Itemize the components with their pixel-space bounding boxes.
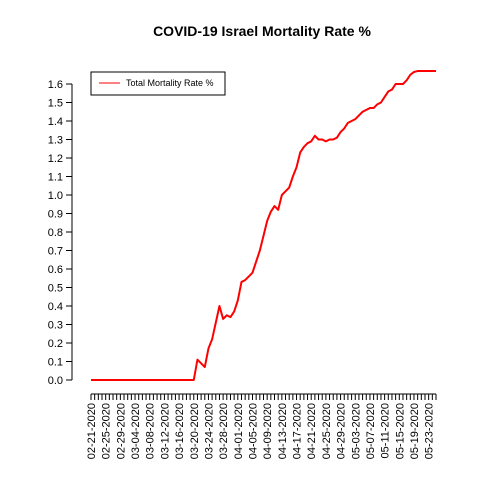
x-tick-label: 04-29-2020 [336, 403, 348, 459]
x-tick-label: 03-24-2020 [203, 403, 215, 459]
x-tick-label: 05-07-2020 [365, 403, 377, 459]
y-tick-label: 0.8 [48, 227, 63, 239]
x-tick-label: 05-11-2020 [380, 403, 392, 458]
x-tick-label: 03-28-2020 [218, 403, 230, 459]
y-tick-label: 1.0 [48, 190, 63, 202]
x-tick-label: 02-21-2020 [86, 403, 98, 459]
x-tick-label: 05-15-2020 [394, 403, 406, 459]
legend-box [90, 71, 226, 96]
y-tick-label: 0.4 [48, 301, 63, 313]
x-tick-label: 04-13-2020 [277, 403, 289, 459]
x-tick-label: 03-08-2020 [145, 403, 157, 459]
y-tick-label: 1.2 [48, 153, 63, 165]
y-tick-label: 1.5 [48, 98, 63, 110]
y-tick-label: 0.1 [48, 357, 63, 369]
y-tick-label: 0.6 [48, 264, 63, 276]
y-axis: 0.0 0.1 0.2 0.3 0.4 0.5 0.6 0.7 0.8 0.9 1.0 1.1 1.2 1… [48, 79, 73, 387]
y-tick-label: 0.2 [48, 338, 63, 350]
x-tick-label: 02-25-2020 [101, 403, 113, 459]
y-tick-label: 0.3 [48, 320, 63, 332]
x-tick-label: 04-25-2020 [321, 403, 333, 459]
x-axis: 02-21-2020 02-25-2020 02-29-2020 03-04-2020… [86, 393, 437, 459]
y-tick-label: 0.7 [48, 246, 63, 258]
x-tick-label: 03-04-2020 [130, 403, 142, 459]
x-tick-label: 02-29-2020 [115, 403, 127, 459]
chart-title: COVID-19 Israel Mortality Rate % [153, 23, 371, 39]
x-tick-label: 05-23-2020 [424, 403, 436, 459]
x-tick-label: 04-05-2020 [247, 403, 259, 459]
y-tick-label: 1.3 [48, 135, 63, 147]
x-tick-label: 04-01-2020 [233, 403, 245, 459]
x-tick-label: 05-03-2020 [350, 403, 362, 459]
y-tick-label: 1.4 [48, 116, 63, 128]
y-tick-label: 0.0 [48, 375, 63, 387]
y-tick-label: 1.6 [48, 79, 63, 91]
y-tick-label: 0.9 [48, 209, 63, 221]
x-tick-label: 04-09-2020 [262, 403, 274, 459]
legend: Total Mortality Rate % [90, 71, 226, 96]
x-tick-label: 03-12-2020 [159, 403, 171, 459]
x-tick-label: 05-19-2020 [409, 403, 421, 459]
y-tick-label: 1.1 [48, 172, 63, 184]
x-tick-label: 04-17-2020 [292, 403, 304, 459]
x-tick-label: 03-16-2020 [174, 403, 186, 459]
series-line-0 [91, 70, 436, 381]
legend-label: Total Mortality Rate % [126, 78, 214, 88]
x-tick-label: 03-20-2020 [189, 403, 201, 459]
plot-area [91, 70, 436, 381]
x-tick-label: 04-21-2020 [306, 403, 318, 459]
y-tick-label: 0.5 [48, 283, 63, 295]
